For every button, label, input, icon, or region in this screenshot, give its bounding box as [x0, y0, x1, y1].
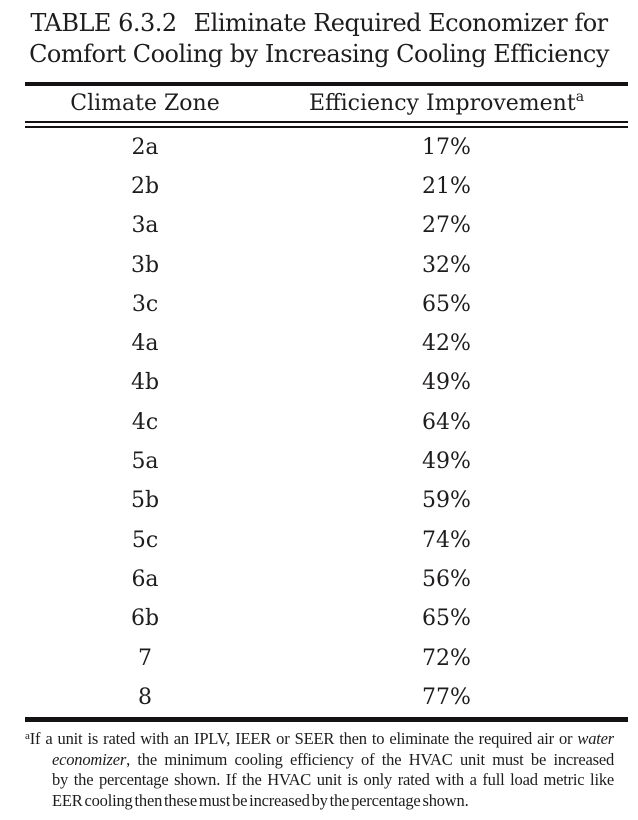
table-number: TABLE 6.3.2 — [30, 9, 177, 37]
efficiency-improvement-cell: 72% — [422, 645, 471, 671]
climate-zone-cell: 5c — [131, 527, 159, 553]
footnote-line: economizer, the minimum cooling efficien… — [25, 750, 614, 771]
table-title: TABLE 6.3.2 Eliminate Required Economizer… — [0, 8, 638, 70]
efficiency-improvement-cell: 21% — [422, 173, 471, 199]
table-title-text: Eliminate Required Economizer for — [193, 9, 609, 37]
climate-zone-cell: 2a — [131, 134, 159, 160]
table-row: 7 72% — [25, 639, 628, 678]
climate-zone-cell: 3b — [130, 252, 160, 278]
column-header-efficiency-label: Efficiency Improvement — [308, 90, 576, 116]
table-row: 5a 49% — [25, 442, 628, 481]
efficiency-improvement-cell: 77% — [422, 684, 471, 710]
footnote-italic-text: water — [577, 729, 614, 749]
climate-zone-cell: 2b — [130, 173, 160, 199]
climate-zone-cell: 8 — [138, 684, 152, 710]
column-header-efficiency-improvement: Efficiency Improvementa — [265, 90, 628, 116]
table-row: 4c 64% — [25, 403, 628, 442]
table-title-line2: Comfort Cooling by Increasing Cooling Ef… — [29, 40, 609, 68]
column-header-climate-zone: Climate Zone — [70, 90, 220, 116]
table-title-line1: TABLE 6.3.2 Eliminate Required Economizer… — [0, 8, 638, 39]
table-row: 3b 32% — [25, 246, 628, 285]
table-row: 2b 21% — [25, 167, 628, 206]
efficiency-improvement-cell: 32% — [422, 252, 471, 278]
footnote-line: aIf a unit is rated with an IPLV, IEER o… — [25, 729, 614, 750]
footnote-italic-text: economizer — [52, 749, 127, 769]
table-top-rule — [25, 82, 628, 86]
climate-zone-cell: 5b — [130, 488, 160, 514]
climate-zone-cell: 4b — [130, 370, 160, 396]
table-body: 2a 17% 2b 21% 3a 27% 3b 32% 3c 65% 4a 42% 4b 49% 4c 64%… — [25, 128, 628, 717]
table-row: 2a 17% — [25, 128, 628, 167]
table-row: 4a 42% — [25, 324, 628, 363]
footnote-text: by the percentage shown. If the HVAC uni… — [52, 770, 614, 790]
footnote-text: If a unit is rated with an IPLV, IEER or… — [29, 729, 578, 749]
footnote-text: , the minimum cooling efficiency of the … — [126, 749, 614, 769]
climate-zone-cell: 6a — [131, 566, 159, 592]
document-page: TABLE 6.3.2 Eliminate Required Economizer… — [0, 8, 638, 820]
efficiency-improvement-cell: 56% — [422, 566, 471, 592]
climate-zone-cell: 4c — [131, 409, 159, 435]
table-row: 6b 65% — [25, 600, 628, 639]
efficiency-improvement-cell: 65% — [422, 606, 471, 632]
climate-zone-cell: 7 — [138, 645, 152, 671]
header-separator-double-rule — [25, 121, 628, 128]
table-row: 3c 65% — [25, 285, 628, 324]
table-row: 5b 59% — [25, 482, 628, 521]
efficiency-improvement-cell: 64% — [422, 409, 471, 435]
climate-zone-cell: 4a — [131, 331, 159, 357]
table-row: 5c 74% — [25, 521, 628, 560]
efficiency-improvement-cell: 27% — [422, 213, 471, 239]
table-header-row: Climate Zone Efficiency Improvementa — [25, 86, 628, 121]
table-row: 6a 56% — [25, 560, 628, 599]
footnote-text: EER cooling then these must be increased… — [52, 790, 469, 810]
climate-zone-cell: 3c — [131, 291, 159, 317]
climate-zone-cell: 6b — [130, 606, 160, 632]
efficiency-improvement-cell: 49% — [422, 370, 471, 396]
table-footnote: aIf a unit is rated with an IPLV, IEER o… — [25, 729, 614, 811]
efficiency-improvement-cell: 49% — [422, 449, 471, 475]
efficiency-improvement-cell: 59% — [422, 488, 471, 514]
footnote-line: EER cooling then these must be increased… — [25, 791, 614, 812]
table-row: 8 77% — [25, 678, 628, 717]
efficiency-improvement-cell: 42% — [422, 331, 471, 357]
efficiency-improvement-cell: 74% — [422, 527, 471, 553]
footnote-marker-reference: a — [575, 88, 585, 105]
efficiency-improvement-cell: 65% — [422, 291, 471, 317]
efficiency-improvement-cell: 17% — [422, 134, 471, 160]
footnote-line: by the percentage shown. If the HVAC uni… — [25, 770, 614, 791]
table-row: 3a 27% — [25, 207, 628, 246]
table-bottom-rule — [25, 717, 628, 723]
climate-zone-cell: 3a — [131, 213, 159, 239]
table: Climate Zone Efficiency Improvementa 2a 1… — [25, 82, 628, 723]
table-row: 4b 49% — [25, 364, 628, 403]
footnote-marker: a — [25, 730, 30, 743]
climate-zone-cell: 5a — [131, 449, 159, 475]
